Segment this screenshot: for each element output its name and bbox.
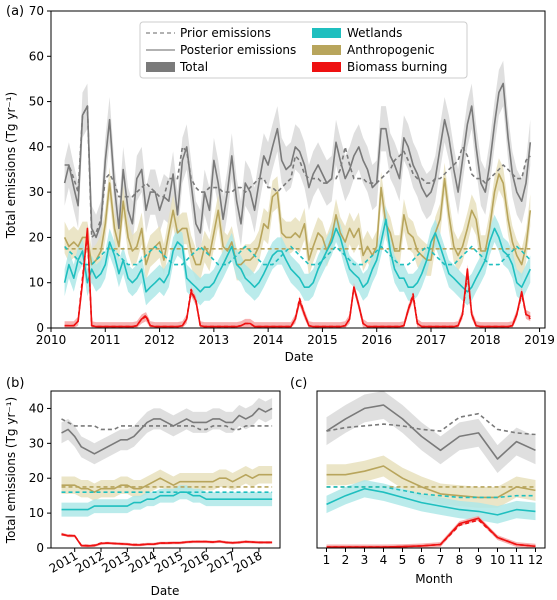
panel-b-wetlands-posterior-line xyxy=(61,491,273,511)
panel-a-ylabel: Total emissions (Tg yr⁻¹) xyxy=(4,92,18,239)
legend-biomass-label: Biomass burning xyxy=(347,60,447,74)
panel-c-xtick-label: 12 xyxy=(528,553,543,567)
panel-c-label: (c) xyxy=(290,376,307,391)
panel-b-ytick-label: 30 xyxy=(29,436,44,450)
panel-c-total-prior-line xyxy=(326,412,536,436)
panel-b-xlabel: Date xyxy=(151,584,180,598)
panel-c-anthropogenic-posterior-line xyxy=(326,465,536,499)
panel-b-total-band xyxy=(61,398,273,465)
panel-a-axes-frame xyxy=(50,10,546,329)
panel-b-total-posterior-line xyxy=(61,407,273,455)
panel-a-xtick-label: 2015 xyxy=(307,333,338,347)
panel-a-ytick-label: 20 xyxy=(29,230,44,244)
panel-b-label: (b) xyxy=(6,376,24,391)
panel-a-ytick-label: 50 xyxy=(29,95,44,109)
panel-c-xtick-label: 5 xyxy=(399,553,407,567)
panel-a-plot: 2010 2011 2012 2013 2014 2015 2016 2017 2018 2019… xyxy=(29,4,555,347)
panel-c-xtick-label: 1 xyxy=(323,553,331,567)
panel-c-xtick-label: 11 xyxy=(509,553,524,567)
legend-total-label: Total xyxy=(179,60,208,74)
panel-a-ytick-label: 0 xyxy=(36,321,44,335)
panel-c-xtick-label: 3 xyxy=(361,553,369,567)
panel-a-wetlands-posterior-line xyxy=(63,218,532,293)
panel-c-xtick-label: 6 xyxy=(418,553,426,567)
panel-c-biomass-posterior-line xyxy=(326,517,536,548)
panel-a-xtick-label: 2019 xyxy=(524,333,555,347)
legend-wetlands-label: Wetlands xyxy=(347,26,402,40)
panel-b-axes-frame xyxy=(50,390,281,549)
legend-total-swatch xyxy=(146,62,175,72)
legend-frame xyxy=(139,21,468,79)
panel-c-total-band xyxy=(326,391,536,473)
panel-b-plot: 2011201220132014201520162017201801020304… xyxy=(29,390,281,576)
panel-a-anthropogenic-band xyxy=(64,158,531,281)
panel-a-biomass-posterior-line xyxy=(64,227,531,328)
panel-c-anthropogenic-band xyxy=(326,455,536,508)
panel-a-xtick-label: 2010 xyxy=(36,333,67,347)
panel-c-xtick-label: 2 xyxy=(342,553,350,567)
panel-b-anthropogenic-posterior-line xyxy=(61,473,273,494)
legend-anthropogenic-swatch xyxy=(312,45,341,55)
panel-c-xtick-label: 4 xyxy=(380,553,388,567)
panel-a-xlabel: Date xyxy=(285,350,314,364)
panel-a-xtick-label: 2016 xyxy=(361,333,392,347)
panel-b-ytick-label: 40 xyxy=(29,401,44,415)
panel-a-ytick-label: 70 xyxy=(29,4,44,18)
panel-a-ytick-label: 60 xyxy=(29,49,44,63)
panel-c-xtick-label: 7 xyxy=(437,553,445,567)
panel-a-wetlands-band xyxy=(64,205,531,306)
panel-a-total-posterior-line xyxy=(63,82,532,239)
panel-c-xtick-label: 8 xyxy=(456,553,464,567)
panel-b-biomass-posterior-line xyxy=(61,533,273,547)
panel-a-xtick-label: 2018 xyxy=(470,333,501,347)
panel-a-xtick-label: 2012 xyxy=(144,333,175,347)
panel-c-xlabel: Month xyxy=(415,572,453,586)
legend-posterior-label: Posterior emissions xyxy=(180,43,296,57)
panel-a-xtick-label: 2011 xyxy=(90,333,121,347)
panel-a-ytick-label: 30 xyxy=(29,185,44,199)
panel-a-wetlands-prior-line xyxy=(64,245,531,266)
legend-prior-label: Prior emissions xyxy=(180,26,271,40)
panel-c-wetlands-posterior-line xyxy=(326,487,536,516)
panel-c-xtick-label: 9 xyxy=(475,553,483,567)
panel-b-wetlands-band xyxy=(61,485,273,517)
panel-c-axes-frame xyxy=(316,390,546,549)
panel-b-total-prior-line xyxy=(61,418,273,431)
panel-a-label: (a) xyxy=(6,4,24,19)
panel-a-ytick-label: 10 xyxy=(29,276,44,290)
legend-biomass-swatch xyxy=(312,62,341,72)
panel-c-total-posterior-line xyxy=(326,404,536,460)
panel-a-anthropogenic-posterior-line xyxy=(63,173,532,266)
panel-b-xtick-label: 2018 xyxy=(231,548,264,575)
legend-wetlands-swatch xyxy=(312,28,341,38)
panel-a-ytick-label: 40 xyxy=(29,140,44,154)
panel-b-ytick-label: 10 xyxy=(29,506,44,520)
panel-a-xtick-label: 2013 xyxy=(199,333,230,347)
panel-b-ylabel: Total emissions (Tg yr⁻¹) xyxy=(4,397,18,544)
panel-a-total-prior-line xyxy=(64,105,531,239)
panel-a-xtick-label: 2014 xyxy=(253,333,284,347)
panel-a-total-band xyxy=(64,60,531,261)
panel-c-xtick-label: 10 xyxy=(490,553,505,567)
panel-b-ytick-label: 20 xyxy=(29,471,44,485)
legend: Prior emissions Posterior emissions Tota… xyxy=(139,21,468,79)
panel-c-wetlands-prior-line xyxy=(326,486,536,499)
panel-b-ytick-label: 0 xyxy=(36,541,44,555)
legend-anthropogenic-label: Anthropogenic xyxy=(347,43,435,57)
panel-c-plot: 1 2 3 4 5 6 7 8 9 10 11 12 xyxy=(316,390,546,567)
panel-a-xtick-label: 2017 xyxy=(416,333,447,347)
